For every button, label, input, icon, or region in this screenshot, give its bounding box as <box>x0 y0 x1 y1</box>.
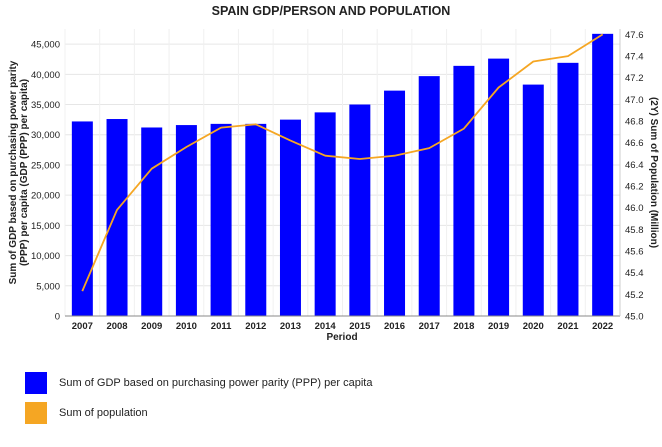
y-tick-label: 5,000 <box>36 281 60 292</box>
y2-tick-label: 45.0 <box>625 312 644 323</box>
x-tick-label: 2012 <box>245 321 266 332</box>
x-tick-label: 2007 <box>72 321 93 332</box>
bar <box>106 119 128 316</box>
y2-tick-label: 45.6 <box>625 247 644 258</box>
x-tick-label: 2010 <box>176 321 197 332</box>
bar <box>557 62 579 317</box>
bar <box>71 121 93 316</box>
x-tick-label: 2022 <box>592 321 613 332</box>
y-axis-label-line: (PPP) per capita (GDP (PPP) per capita) <box>19 79 30 266</box>
y-axis-label-line: Sum of GDP based on purchasing power par… <box>8 60 19 284</box>
y2-tick-label: 46.4 <box>625 160 644 171</box>
x-axis-label: Period <box>326 332 357 343</box>
bar <box>418 76 440 316</box>
bar <box>314 112 336 317</box>
x-tick-label: 2014 <box>315 321 337 332</box>
bar <box>349 104 371 317</box>
y2-tick-label: 46.6 <box>625 138 644 149</box>
x-tick-label: 2021 <box>557 321 579 332</box>
bars <box>71 33 614 317</box>
population-line-layer <box>81 33 604 292</box>
y-tick-label: 40,000 <box>31 70 60 81</box>
y2-tick-label: 47.6 <box>625 30 644 41</box>
x-tick-label: 2017 <box>419 321 440 332</box>
bar <box>245 123 267 316</box>
axes: 0 5,000 10,000 15,000 20,000 25,000 30,000 35,0… <box>8 29 659 332</box>
legend-item-population[interactable]: Sum of population <box>25 401 625 425</box>
y2-tick-label: 45.8 <box>625 225 644 236</box>
y-tick-label: 15,000 <box>31 221 60 232</box>
x-tick-label: 2009 <box>141 321 162 332</box>
y-tick-label: 10,000 <box>31 251 60 262</box>
y2-tick-label: 46.0 <box>625 203 644 214</box>
x-tick-label: 2018 <box>453 321 474 332</box>
bar <box>453 65 475 316</box>
y-tick-label: 25,000 <box>31 160 60 171</box>
bar <box>279 119 301 316</box>
y2-tick-label: 47.0 <box>625 95 644 106</box>
legend-label-gdp: Sum of GDP based on purchasing power par… <box>59 377 373 389</box>
bar <box>210 123 232 316</box>
y2-axis-label: (2Y) Sum of Population (Million) <box>648 97 659 248</box>
y2-tick-label: 46.8 <box>625 117 644 128</box>
y-axis-label: Sum of GDP based on purchasing power par… <box>8 60 30 284</box>
bar <box>488 58 510 316</box>
y-tick-label: 35,000 <box>31 100 60 111</box>
y2-tick-label: 46.2 <box>625 182 644 193</box>
bar <box>522 84 544 316</box>
bar <box>175 125 197 316</box>
legend-label-population: Sum of population <box>59 407 148 419</box>
legend-item-gdp[interactable]: Sum of GDP based on purchasing power par… <box>25 371 625 395</box>
x-tick-label: 2008 <box>106 321 127 332</box>
y-tick-label: 20,000 <box>31 191 60 202</box>
legend-swatch-gdp <box>25 372 47 394</box>
x-tick-label: 2013 <box>280 321 301 332</box>
x-tick-label: 2011 <box>211 321 232 332</box>
y2-tick-label: 45.2 <box>625 290 644 301</box>
y2-tick-label: 45.4 <box>625 268 644 279</box>
y-tick-label: 45,000 <box>31 40 60 51</box>
bar <box>141 127 163 316</box>
y-tick-label: 30,000 <box>31 130 60 141</box>
y2-tick-label: 47.2 <box>625 73 644 84</box>
bar <box>384 90 406 316</box>
population-line <box>81 33 604 292</box>
grid <box>64 29 620 317</box>
x-tick-label: 2019 <box>488 321 509 332</box>
bar <box>592 33 614 317</box>
y2-tick-label: 47.4 <box>625 52 644 63</box>
legend-swatch-population <box>25 402 47 424</box>
chart-title: SPAIN GDP/PERSON AND POPULATION <box>212 4 451 18</box>
x-tick-label: 2016 <box>384 321 405 332</box>
x-tick-label: 2020 <box>523 321 544 332</box>
x-tick-label: 2015 <box>349 321 371 332</box>
y-tick-label: 0 <box>55 312 60 323</box>
